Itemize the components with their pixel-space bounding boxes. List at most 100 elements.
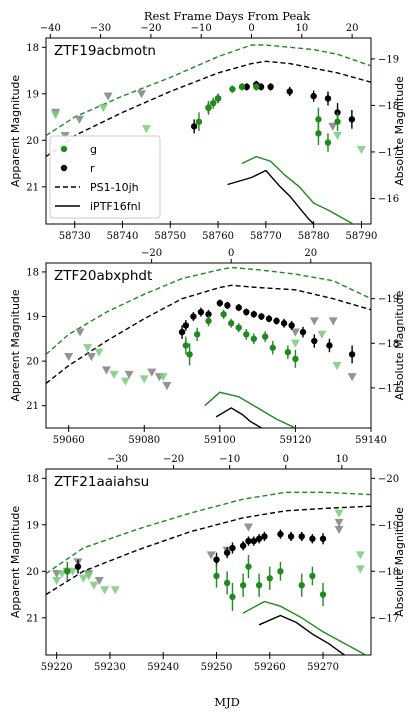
r-detection-point (190, 313, 197, 320)
g-upper-limit-marker (141, 125, 151, 134)
legend-box (49, 135, 161, 219)
r-detection-point (298, 533, 305, 540)
r-detection-point (182, 322, 190, 329)
g-upper-limit-marker (333, 132, 343, 141)
r-detection-point (223, 549, 231, 556)
r-detection-point (311, 337, 318, 345)
r-detection-point (245, 537, 252, 545)
x-tick-label: 59270 (307, 662, 339, 673)
panel-title: ZTF21aaiahsu (54, 474, 149, 490)
r-upper-limit-marker (101, 366, 111, 375)
r-upper-limit-marker (64, 353, 74, 362)
right-tick-label: −19 (378, 294, 399, 305)
y-tick-label: 19 (26, 312, 39, 323)
g-detection-point (334, 118, 341, 125)
g-upper-limit-marker (158, 373, 168, 382)
legend-label-iptf: iPTF16fnl (90, 200, 141, 213)
g-detection-point (266, 575, 273, 582)
r-detection-point (287, 533, 295, 540)
right-tick-label: −16 (378, 194, 399, 205)
y-tick-label: 20 (26, 567, 39, 578)
g-upper-limit-marker (139, 375, 149, 384)
top-tick-label: −40 (40, 23, 61, 34)
r-detection-point (324, 95, 332, 102)
r-detection-point (348, 116, 356, 123)
g-detection-point (238, 83, 246, 91)
g-upper-limit-marker (290, 339, 300, 348)
right-axis-label: Absolute Magnitude (393, 507, 406, 617)
r-detection-point (250, 311, 258, 318)
right-tick-label: −18 (378, 101, 399, 112)
x-tick-label: 59260 (254, 662, 286, 673)
r-upper-limit-marker (347, 373, 357, 382)
g-detection-point (205, 104, 212, 111)
r-detection-point (190, 123, 198, 130)
g-detection-point (193, 331, 201, 338)
g-upper-limit-marker (78, 574, 88, 583)
g-detection-point (182, 342, 190, 349)
r-upper-limit-marker (309, 317, 319, 326)
r-detection-point (267, 83, 274, 91)
g-detection-point (239, 582, 247, 589)
top-tick-label: −20 (141, 248, 162, 259)
g-upper-limit-marker (356, 146, 366, 155)
y-axis-label: Apparent Magnitude (9, 289, 22, 402)
panel-3: 59220 59230 59240 59250 59260 59270 −30 −20 −10 0… (9, 454, 406, 673)
r-detection-point (348, 351, 356, 358)
r-detection-point (229, 544, 236, 552)
y-tick-label: 21 (26, 182, 39, 193)
r-detection-point (250, 537, 257, 545)
g-upper-limit-marker (120, 377, 130, 386)
plot-area (46, 491, 371, 655)
top-tick-label: 20 (304, 248, 317, 259)
g-detection-point (298, 582, 305, 589)
g-detection-point (186, 351, 193, 358)
top-tick-label: 10 (295, 23, 308, 34)
r-detection-point (197, 308, 205, 316)
right-tick-label: −18 (378, 567, 399, 578)
right-tick-label: −20 (378, 474, 399, 485)
g-upper-limit-marker (98, 104, 108, 113)
y-tick-label: 20 (26, 357, 39, 368)
ps1-g-template-line (46, 491, 371, 575)
x-tick-label: 59120 (280, 435, 312, 446)
legend-r-marker (60, 164, 68, 172)
top-tick-label: 0 (248, 23, 254, 34)
r-detection-point (258, 313, 265, 320)
x-tick-label: 58790 (346, 231, 378, 242)
r-upper-limit-marker (334, 518, 344, 527)
x-tick-label: 58770 (250, 231, 282, 242)
g-detection-point (277, 568, 284, 575)
x-tick-label: 58730 (59, 231, 91, 242)
g-detection-point (213, 572, 220, 580)
y-tick-label: 20 (26, 136, 39, 147)
r-detection-point (286, 88, 293, 95)
r-upper-limit-marker (243, 523, 253, 532)
y-tick-label: 21 (26, 401, 39, 412)
y-tick-label: 18 (26, 474, 39, 485)
r-detection-point (273, 317, 280, 325)
g-detection-point (205, 317, 212, 325)
top-axis-label: Rest Frame Days From Peak (144, 9, 311, 23)
right-tick-label: −19 (378, 54, 399, 65)
g-upper-limit-marker (68, 567, 78, 576)
r-upper-limit-marker (74, 115, 84, 124)
r-detection-point (205, 311, 212, 318)
right-tick-label: −18 (378, 339, 399, 350)
r-detection-point (213, 556, 220, 563)
g-detection-point (292, 355, 299, 363)
g-detection-point (269, 344, 276, 351)
panel-title: ZTF19acbmotn (54, 43, 156, 59)
g-detection-point (195, 118, 203, 125)
plot-area (46, 44, 371, 224)
x-tick-label: 59250 (201, 662, 233, 673)
r-upper-limit-marker (94, 577, 104, 586)
ps1-r-template-line (46, 505, 371, 596)
panel-1: 58730 58740 58750 58760 58770 58780 58790 −40 −3… (9, 23, 406, 242)
bottom-axis-label: MJD (214, 695, 240, 709)
r-upper-limit-marker (328, 317, 338, 326)
g-upper-limit-marker (52, 577, 62, 586)
r-detection-point (74, 563, 82, 570)
x-tick-label: 59140 (355, 435, 387, 446)
right-tick-label: −17 (378, 613, 399, 624)
